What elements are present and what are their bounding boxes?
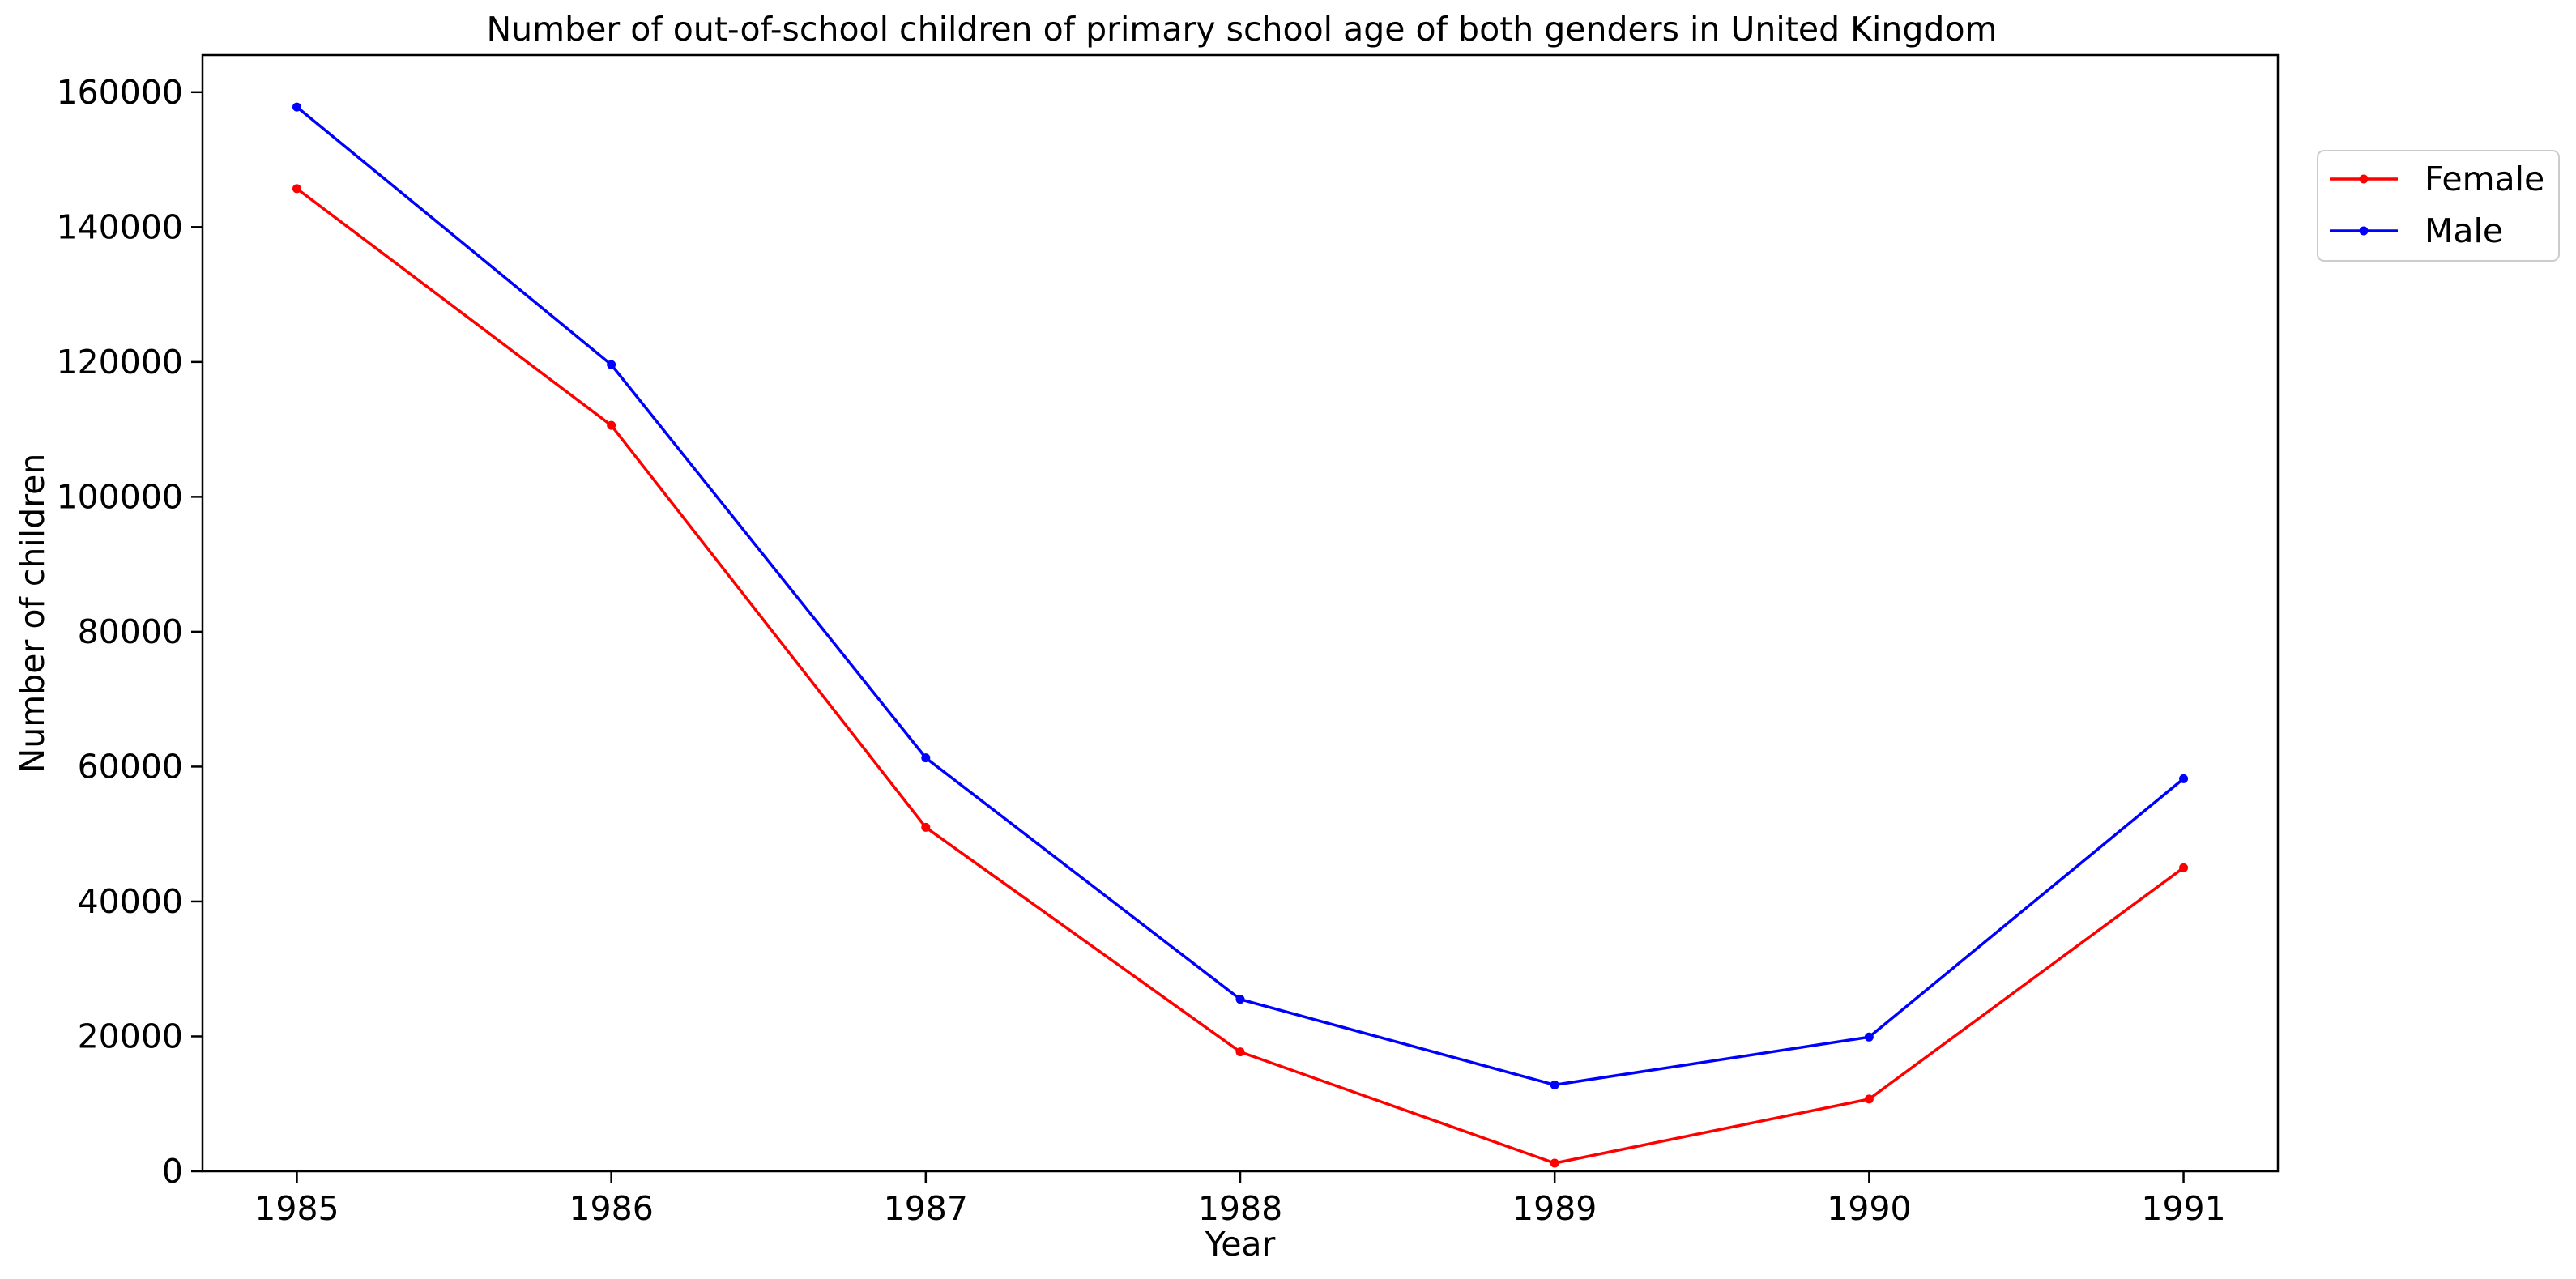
data-point-female — [1550, 1158, 1559, 1168]
x-tick-label: 1987 — [884, 1189, 968, 1228]
data-point-male — [292, 102, 301, 112]
y-axis-label: Number of children — [13, 454, 52, 774]
y-tick-label: 20000 — [78, 1017, 183, 1055]
legend-item-female: Female — [2330, 160, 2544, 198]
data-point-male — [1864, 1032, 1874, 1042]
x-tick-label: 1990 — [1827, 1189, 1911, 1228]
y-tick-label: 40000 — [78, 882, 183, 921]
y-tick-label: 100000 — [56, 477, 183, 516]
plot-frame — [201, 53, 2280, 1173]
x-tick-label: 1991 — [2141, 1189, 2225, 1228]
data-point-female — [921, 822, 931, 832]
x-axis-label: Year — [1205, 1225, 1276, 1264]
data-point-male — [1235, 995, 1245, 1004]
data-point-female — [1235, 1047, 1245, 1057]
data-point-female — [607, 420, 616, 430]
y-tick-label: 160000 — [56, 73, 183, 112]
chart-title: Number of out-of-school children of prim… — [487, 10, 1998, 49]
x-tick-label: 1988 — [1198, 1189, 1282, 1228]
data-point-male — [2179, 774, 2189, 783]
data-point-female — [1864, 1094, 1874, 1104]
series-male — [292, 102, 2189, 1089]
legend-item-male: Male — [2330, 211, 2503, 250]
x-tick-label: 1985 — [254, 1189, 339, 1228]
legend: Female Male — [2317, 150, 2560, 262]
legend-label-male: Male — [2425, 211, 2503, 250]
data-point-female — [2179, 863, 2189, 872]
data-point-female — [292, 184, 301, 194]
data-point-male — [921, 753, 931, 763]
x-tick-label: 1989 — [1512, 1189, 1597, 1228]
y-tick-label: 120000 — [56, 343, 183, 382]
series-layer — [292, 102, 2189, 1168]
legend-marker-female — [2359, 174, 2369, 184]
data-point-male — [607, 360, 616, 369]
series-line-male — [296, 105, 2185, 1087]
y-tick-label: 0 — [162, 1152, 183, 1191]
data-point-male — [1550, 1080, 1559, 1089]
x-tick-label: 1986 — [569, 1189, 653, 1228]
series-line-female — [296, 187, 2185, 1165]
series-female — [292, 184, 2189, 1168]
y-tick-label: 80000 — [78, 612, 183, 651]
y-tick-label: 60000 — [78, 747, 183, 786]
y-tick-label: 140000 — [56, 207, 183, 246]
x-axis: 1985 1986 1987 1988 1989 1990 1991 — [254, 1171, 2226, 1228]
legend-marker-male — [2359, 226, 2369, 236]
y-axis: 0 20000 40000 60000 80000 100000 120000 140000 1… — [56, 73, 203, 1191]
legend-label-female: Female — [2425, 160, 2544, 198]
